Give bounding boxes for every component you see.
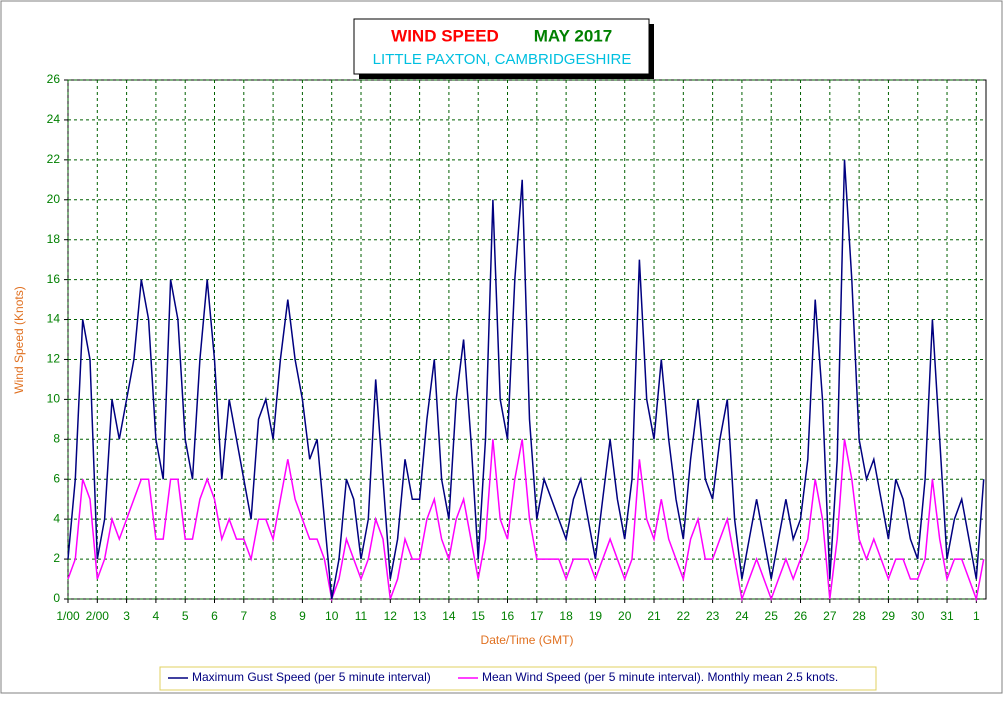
- x-tick-label: 14: [442, 609, 456, 623]
- chart-title: WIND SPEED: [391, 26, 499, 45]
- x-tick-label: 20: [618, 609, 632, 623]
- y-tick-label: 20: [47, 192, 61, 206]
- x-axis-label: Date/Time (GMT): [481, 633, 574, 647]
- y-tick-label: 4: [53, 511, 60, 525]
- legend-label: Mean Wind Speed (per 5 minute interval).…: [482, 670, 838, 684]
- x-tick-label: 30: [911, 609, 925, 623]
- x-tick-label: 13: [413, 609, 427, 623]
- x-tick-label: 21: [647, 609, 661, 623]
- y-tick-label: 24: [47, 112, 61, 126]
- y-axis-label: Wind Speed (Knots): [12, 286, 26, 393]
- x-tick-label: 31: [940, 609, 954, 623]
- y-tick-label: 8: [53, 431, 60, 445]
- x-tick-label: 1/00: [56, 609, 80, 623]
- y-tick-label: 2: [53, 551, 60, 565]
- chart-period: MAY 2017: [534, 26, 612, 45]
- y-tick-label: 6: [53, 471, 60, 485]
- x-tick-label: 27: [823, 609, 837, 623]
- x-tick-label: 6: [211, 609, 218, 623]
- y-tick-label: 10: [47, 392, 61, 406]
- x-tick-label: 16: [501, 609, 515, 623]
- x-tick-label: 10: [325, 609, 339, 623]
- y-tick-label: 0: [53, 591, 60, 605]
- x-tick-label: 18: [559, 609, 573, 623]
- title-box: [353, 18, 650, 75]
- x-tick-label: 9: [299, 609, 306, 623]
- x-tick-label: 26: [794, 609, 808, 623]
- y-tick-label: 12: [47, 352, 61, 366]
- y-tick-label: 26: [47, 72, 61, 86]
- x-tick-label: 28: [852, 609, 866, 623]
- x-tick-label: 15: [472, 609, 486, 623]
- x-tick-label: 8: [270, 609, 277, 623]
- y-tick-label: 16: [47, 272, 61, 286]
- y-tick-label: 22: [47, 152, 61, 166]
- x-tick-label: 19: [589, 609, 603, 623]
- x-tick-label: 12: [384, 609, 398, 623]
- x-tick-label: 7: [240, 609, 247, 623]
- series-line: [67, 159, 985, 600]
- series-line: [67, 439, 985, 602]
- y-tick-label: 18: [47, 232, 61, 246]
- x-tick-label: 2/00: [86, 609, 110, 623]
- y-tick-label: 14: [47, 312, 61, 326]
- x-tick-label: 17: [530, 609, 544, 623]
- x-tick-label: 22: [677, 609, 691, 623]
- x-tick-label: 24: [735, 609, 749, 623]
- x-tick-label: 3: [123, 609, 130, 623]
- x-tick-label: 5: [182, 609, 189, 623]
- x-tick-label: 29: [882, 609, 896, 623]
- x-tick-label: 25: [765, 609, 779, 623]
- x-tick-label: 1: [973, 609, 980, 623]
- legend-box: [159, 666, 877, 691]
- legend-label: Maximum Gust Speed (per 5 minute interva…: [192, 670, 431, 684]
- x-tick-label: 11: [355, 609, 368, 623]
- x-tick-label: 4: [153, 609, 160, 623]
- x-tick-label: 23: [706, 609, 720, 623]
- chart-subtitle: LITTLE PAXTON, CAMBRIDGESHIRE: [373, 51, 632, 68]
